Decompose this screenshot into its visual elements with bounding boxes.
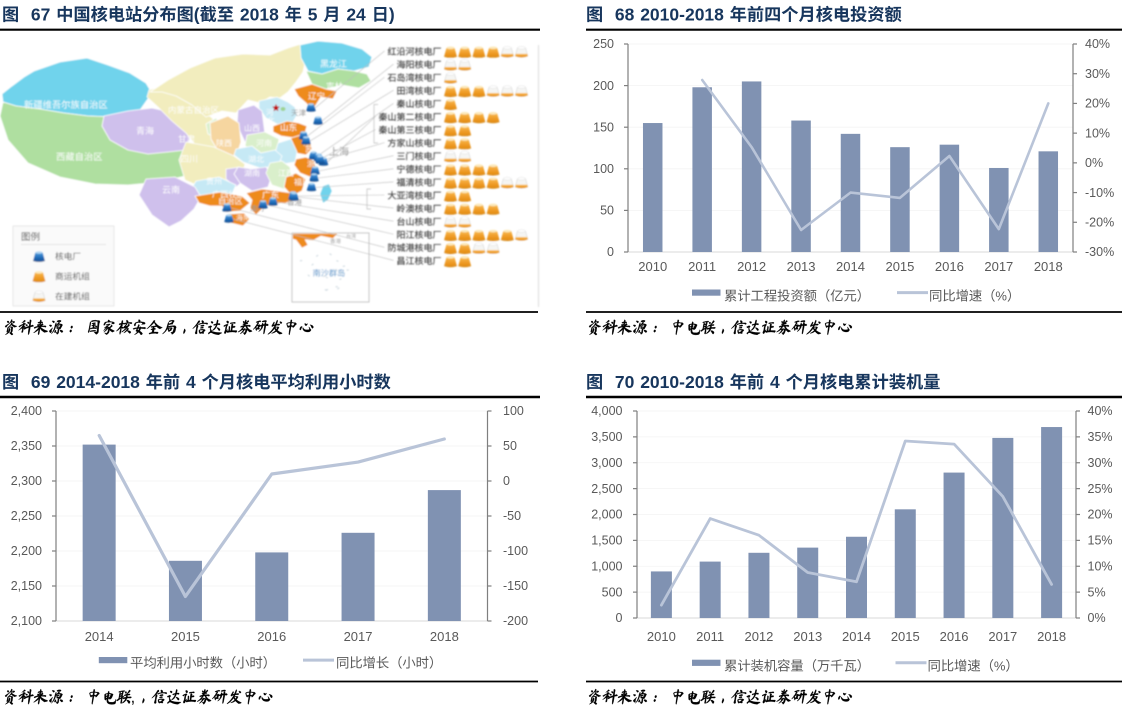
svg-text:0: 0 bbox=[607, 245, 614, 259]
svg-text:0: 0 bbox=[503, 474, 510, 488]
svg-text:(: ( bbox=[194, 5, 200, 25]
svg-text:2010-2018: 2010-2018 bbox=[640, 5, 724, 25]
svg-text:150: 150 bbox=[593, 120, 614, 134]
svg-text:67: 67 bbox=[31, 5, 50, 25]
svg-text:25%: 25% bbox=[1088, 482, 1113, 496]
svg-text:4: 4 bbox=[770, 372, 780, 392]
svg-text:2016: 2016 bbox=[935, 259, 964, 274]
svg-text:2014-2018: 2014-2018 bbox=[56, 372, 140, 392]
svg-text:30%: 30% bbox=[1085, 67, 1110, 81]
svg-text:%: % bbox=[994, 659, 1006, 674]
svg-text:2010: 2010 bbox=[638, 259, 667, 274]
svg-text:10%: 10% bbox=[1088, 559, 1113, 573]
svg-text:2014: 2014 bbox=[836, 259, 865, 274]
svg-text:100: 100 bbox=[503, 404, 524, 418]
svg-text:3,500: 3,500 bbox=[591, 430, 622, 444]
svg-text:4: 4 bbox=[186, 372, 196, 392]
svg-text:24: 24 bbox=[346, 5, 366, 25]
svg-text:40%: 40% bbox=[1088, 404, 1113, 418]
svg-text:40%: 40% bbox=[1085, 37, 1110, 51]
svg-text:2010-2018: 2010-2018 bbox=[640, 372, 724, 392]
svg-text:2011: 2011 bbox=[696, 629, 724, 644]
svg-text:-150: -150 bbox=[503, 579, 528, 593]
svg-text:2,200: 2,200 bbox=[11, 544, 42, 558]
svg-text:250: 250 bbox=[593, 37, 614, 51]
svg-text:-20%: -20% bbox=[1085, 215, 1114, 229]
svg-text:-200: -200 bbox=[503, 614, 528, 628]
svg-text:2018: 2018 bbox=[430, 629, 459, 644]
svg-text:2013: 2013 bbox=[793, 629, 822, 644]
svg-text:%: % bbox=[995, 289, 1007, 304]
svg-text:1,500: 1,500 bbox=[591, 534, 622, 548]
svg-text:2,500: 2,500 bbox=[591, 482, 622, 496]
svg-text:2015: 2015 bbox=[171, 629, 200, 644]
svg-text:2016: 2016 bbox=[257, 629, 286, 644]
svg-text:): ) bbox=[389, 5, 395, 25]
svg-text:-30%: -30% bbox=[1085, 245, 1114, 259]
svg-text:2,300: 2,300 bbox=[11, 474, 42, 488]
svg-text:20%: 20% bbox=[1088, 508, 1113, 522]
svg-text:2,350: 2,350 bbox=[11, 439, 42, 453]
svg-text:15%: 15% bbox=[1088, 534, 1113, 548]
svg-text:30%: 30% bbox=[1088, 456, 1113, 470]
svg-text:2018: 2018 bbox=[1037, 629, 1066, 644]
svg-text:70: 70 bbox=[615, 372, 635, 392]
svg-text:2016: 2016 bbox=[940, 629, 969, 644]
svg-text:2014: 2014 bbox=[85, 629, 114, 644]
svg-text:0: 0 bbox=[616, 611, 623, 625]
svg-text:1,000: 1,000 bbox=[591, 559, 622, 573]
svg-text:69: 69 bbox=[31, 372, 51, 392]
svg-text:2,100: 2,100 bbox=[11, 614, 42, 628]
svg-text:4,000: 4,000 bbox=[591, 404, 622, 418]
svg-text:,: , bbox=[131, 689, 136, 707]
svg-text:2011: 2011 bbox=[688, 259, 716, 274]
svg-text:-50: -50 bbox=[503, 509, 521, 523]
svg-text:50: 50 bbox=[600, 204, 614, 218]
svg-text:68: 68 bbox=[615, 5, 635, 25]
svg-text:-10%: -10% bbox=[1085, 186, 1114, 200]
svg-text:2017: 2017 bbox=[984, 259, 1013, 274]
svg-text:3,000: 3,000 bbox=[591, 456, 622, 470]
svg-text:500: 500 bbox=[602, 585, 623, 599]
svg-text:2018: 2018 bbox=[1034, 259, 1063, 274]
svg-text:2018: 2018 bbox=[240, 5, 279, 25]
svg-text:2,150: 2,150 bbox=[11, 579, 42, 593]
svg-text:2015: 2015 bbox=[885, 259, 914, 274]
svg-text:2,250: 2,250 bbox=[11, 509, 42, 523]
svg-text:2010: 2010 bbox=[647, 629, 676, 644]
svg-text:20%: 20% bbox=[1085, 97, 1110, 111]
svg-text:5%: 5% bbox=[1088, 585, 1106, 599]
svg-text:10%: 10% bbox=[1085, 126, 1110, 140]
svg-text:200: 200 bbox=[593, 79, 614, 93]
svg-text:0%: 0% bbox=[1085, 156, 1103, 170]
svg-text:2013: 2013 bbox=[787, 259, 816, 274]
svg-text:-100: -100 bbox=[503, 544, 528, 558]
svg-text:100: 100 bbox=[593, 162, 614, 176]
svg-text:2,400: 2,400 bbox=[11, 404, 42, 418]
svg-text:50: 50 bbox=[503, 439, 517, 453]
svg-text:2015: 2015 bbox=[891, 629, 920, 644]
svg-text:2017: 2017 bbox=[344, 629, 373, 644]
svg-text:2012: 2012 bbox=[744, 629, 773, 644]
svg-text:2014: 2014 bbox=[842, 629, 871, 644]
svg-text:2012: 2012 bbox=[737, 259, 766, 274]
svg-text:0%: 0% bbox=[1088, 611, 1106, 625]
svg-text:2017: 2017 bbox=[988, 629, 1017, 644]
svg-text:35%: 35% bbox=[1088, 430, 1113, 444]
svg-text:2,000: 2,000 bbox=[591, 508, 622, 522]
svg-text:5: 5 bbox=[308, 5, 318, 25]
